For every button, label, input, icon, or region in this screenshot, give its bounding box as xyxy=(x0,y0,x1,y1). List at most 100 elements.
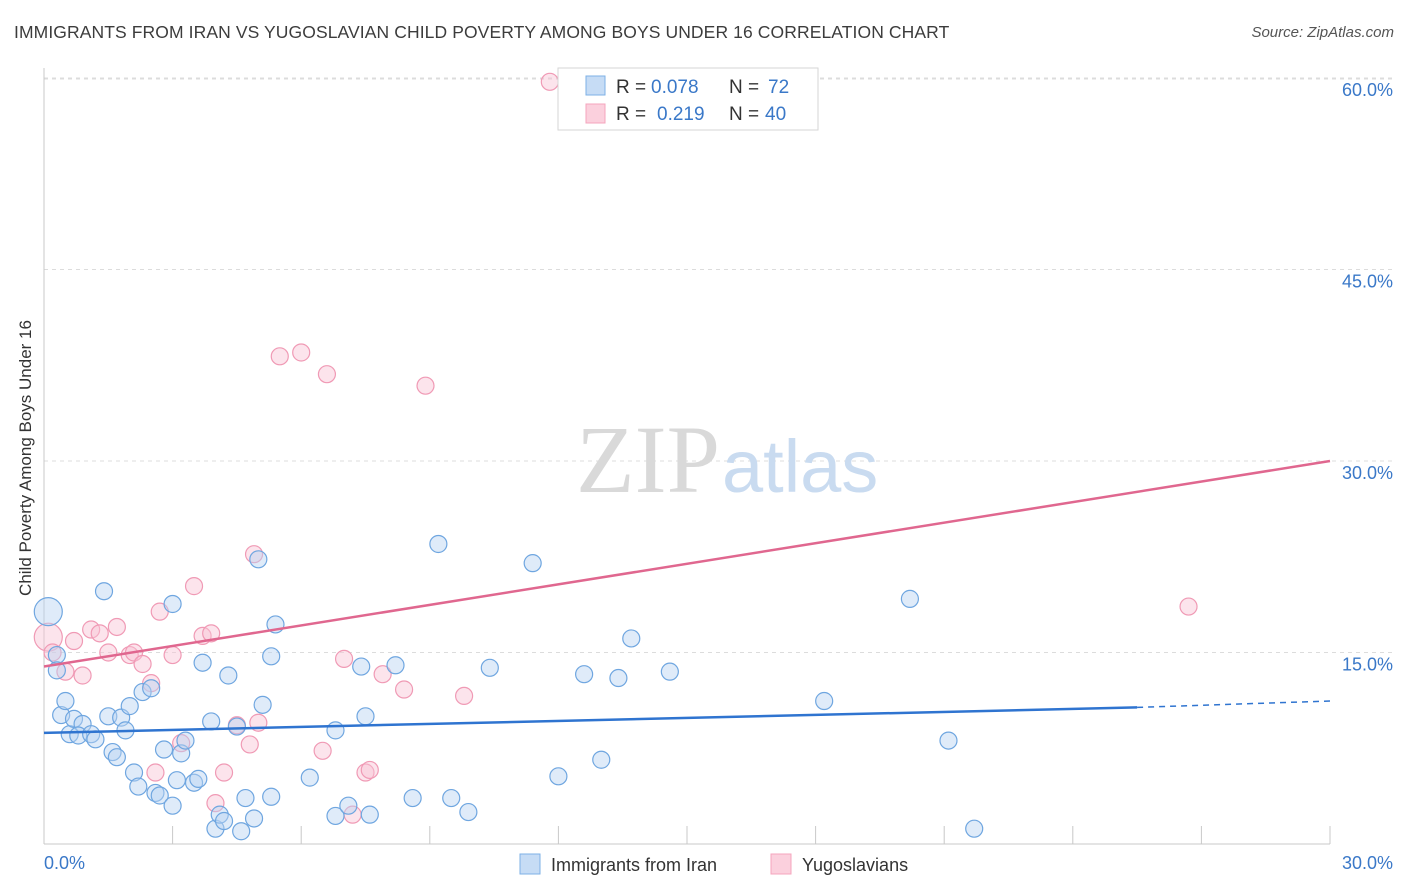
data-point xyxy=(133,682,152,702)
data-point xyxy=(394,680,414,699)
data-point xyxy=(253,695,272,714)
data-point xyxy=(660,662,679,681)
data-point xyxy=(459,802,478,822)
data-point xyxy=(56,691,75,711)
data-point xyxy=(317,365,337,384)
data-point xyxy=(965,819,984,838)
legend-bottom-swatch-pink xyxy=(770,853,792,875)
data-point xyxy=(64,631,84,651)
series-yugoslavians xyxy=(33,72,1198,824)
data-point xyxy=(244,809,264,828)
y-tick-label-15: 15.0% xyxy=(1342,655,1393,675)
data-point xyxy=(167,771,186,790)
legend-r-value-1: 0.078 xyxy=(651,77,699,98)
data-point xyxy=(403,788,422,808)
data-point xyxy=(73,666,92,685)
data-point xyxy=(326,806,345,826)
trend-line-iran xyxy=(43,706,1138,735)
data-point xyxy=(124,763,144,782)
data-point xyxy=(120,697,139,716)
data-point xyxy=(150,786,169,805)
data-point xyxy=(609,668,628,688)
chart-title: IMMIGRANTS FROM IRAN VS YUGOSLAVIAN CHIL… xyxy=(14,22,950,42)
legend-swatch-pink xyxy=(585,103,606,124)
data-point xyxy=(339,796,358,815)
data-point xyxy=(90,624,109,643)
legend-r-value-2: 0.219 xyxy=(657,104,705,125)
legend-n-value-2: 40 xyxy=(765,104,786,125)
data-point xyxy=(86,730,105,749)
data-point xyxy=(240,735,259,754)
series-legend: Immigrants from Iran Yugoslavians xyxy=(519,853,908,875)
data-point xyxy=(189,769,208,788)
legend-bottom-swatch-blue xyxy=(519,853,541,875)
data-point xyxy=(107,748,126,767)
y-tick-label-60: 60.0% xyxy=(1342,80,1393,100)
y-tick-label-45: 45.0% xyxy=(1342,272,1393,292)
correlation-legend: R = 0.078 N = 72 R = 0.219 N = 40 xyxy=(557,67,819,131)
series-immigrants-from-iran xyxy=(33,534,984,841)
data-point xyxy=(47,645,66,665)
data-point xyxy=(416,376,435,395)
data-point xyxy=(133,654,152,674)
data-point xyxy=(592,750,611,769)
legend-r-label-1: R = xyxy=(616,77,646,98)
trend-line-iran-extension xyxy=(1137,700,1331,709)
data-point xyxy=(64,709,84,728)
data-point xyxy=(386,656,405,675)
data-point xyxy=(206,794,225,813)
watermark-atlas: atlas xyxy=(722,425,878,508)
data-point xyxy=(326,721,345,740)
data-point xyxy=(575,665,594,684)
y-tick-label-30: 30.0% xyxy=(1342,463,1393,483)
legend-r-label-2: R = xyxy=(616,104,646,125)
data-point xyxy=(292,343,311,362)
data-point xyxy=(193,653,212,672)
data-point xyxy=(815,691,834,711)
data-point xyxy=(262,787,281,806)
data-point xyxy=(82,620,101,639)
data-point xyxy=(429,534,448,554)
gridlines xyxy=(44,77,1392,653)
data-point xyxy=(219,666,238,685)
data-point xyxy=(334,649,354,668)
legend-bottom-label-iran: Immigrants from Iran xyxy=(551,855,717,875)
data-point xyxy=(163,645,182,665)
data-point xyxy=(202,712,221,731)
data-point xyxy=(163,796,182,815)
data-point xyxy=(360,760,379,780)
data-point xyxy=(107,617,126,637)
data-point xyxy=(454,686,474,706)
legend-n-label-2: N = xyxy=(729,104,759,125)
data-point xyxy=(356,707,375,726)
data-point xyxy=(236,788,255,808)
source-credit: Source: ZipAtlas.com xyxy=(1251,24,1394,41)
data-point xyxy=(1179,597,1198,616)
data-point xyxy=(442,788,461,808)
data-point xyxy=(202,624,221,643)
data-point xyxy=(549,767,568,786)
trend-lines xyxy=(43,459,1331,735)
data-point xyxy=(262,647,281,666)
data-point xyxy=(99,707,118,726)
data-point xyxy=(373,665,392,684)
data-point xyxy=(523,554,542,573)
data-point xyxy=(184,577,204,596)
data-point xyxy=(360,805,379,824)
trend-line-yugoslavians xyxy=(43,459,1331,668)
data-point xyxy=(939,731,958,750)
data-point xyxy=(232,822,251,841)
data-point xyxy=(540,72,559,91)
axes xyxy=(43,68,1331,845)
x-tick-label-0: 0.0% xyxy=(44,853,85,873)
watermark-zip: ZIP xyxy=(576,406,720,513)
data-point xyxy=(154,740,174,759)
tick-labels: 15.0% 30.0% 45.0% 60.0% 0.0% 30.0% xyxy=(44,80,1393,873)
data-point xyxy=(352,657,371,676)
data-point xyxy=(227,717,246,736)
data-point xyxy=(313,741,332,760)
data-point xyxy=(300,768,319,787)
data-point xyxy=(33,597,63,627)
data-point xyxy=(900,589,920,608)
